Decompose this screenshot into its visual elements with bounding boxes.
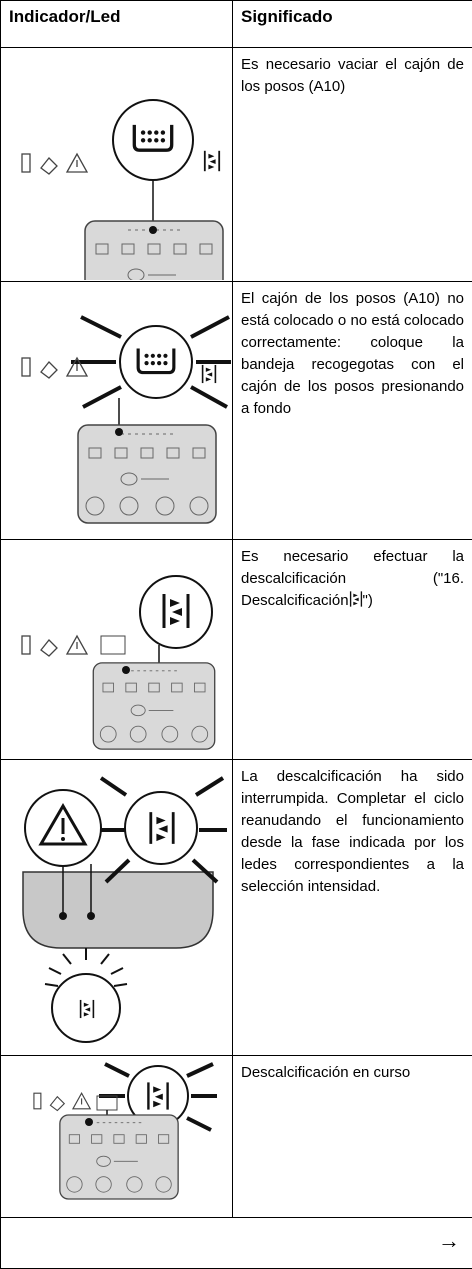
header-row: Indicador/Led Significado xyxy=(0,0,472,48)
row: El cajón de los posos (A10) no está colo… xyxy=(0,281,472,540)
footer-row: → xyxy=(0,1217,472,1269)
illustration xyxy=(21,99,224,280)
header-cell: Indicador/Led xyxy=(0,0,233,48)
meaning: Es necesario vaciar el cajón de los poso… xyxy=(232,47,472,282)
illustration-cell xyxy=(0,759,233,1056)
illustration-cell xyxy=(0,1055,233,1218)
descale-icon xyxy=(349,590,362,608)
meaning: La descalcificación ha sido interrumpida… xyxy=(232,759,472,1056)
row: Descalcificación en curso xyxy=(0,1055,472,1218)
illustration xyxy=(22,776,227,1043)
row: La descalcificación ha sido interrumpida… xyxy=(0,759,472,1056)
illustration-cell xyxy=(0,281,233,540)
meaning: El cajón de los posos (A10) no está colo… xyxy=(232,281,472,540)
illustration xyxy=(33,1062,217,1200)
meaning-text: ") xyxy=(362,592,373,609)
illustration-cell xyxy=(0,539,233,760)
row: Es necesario efectuar la descalcificació… xyxy=(0,539,472,760)
meaning: Es necesario efectuar la descalcificació… xyxy=(232,539,472,760)
illustration xyxy=(21,575,216,750)
meaning-text: Es necesario efectuar la descalcificació… xyxy=(241,548,464,609)
meaning: Descalcificación en curso xyxy=(232,1055,472,1218)
next-arrow: → xyxy=(0,1217,472,1269)
illustration-cell xyxy=(0,47,233,282)
header-cell: Significado xyxy=(232,0,472,48)
row: Es necesario vaciar el cajón de los poso… xyxy=(0,47,472,282)
illustration xyxy=(21,315,231,524)
